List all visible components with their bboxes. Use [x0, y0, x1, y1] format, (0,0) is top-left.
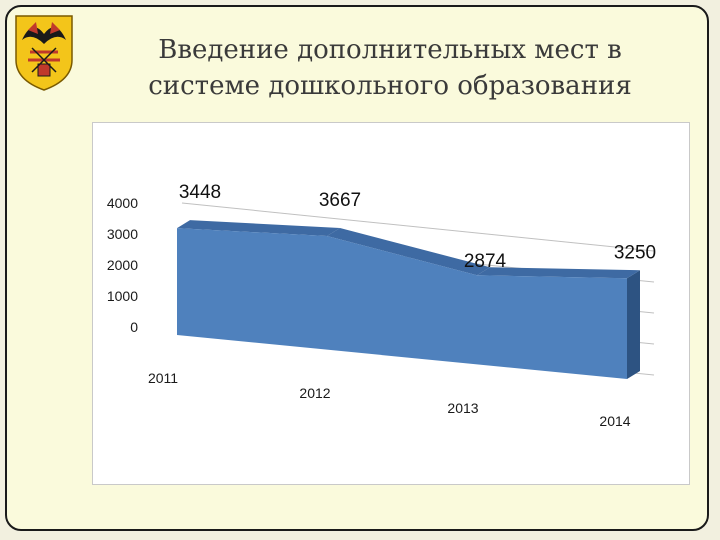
data-label: 3448	[179, 182, 221, 203]
slide-title: Введение дополнительных мест в системе д…	[90, 32, 690, 104]
area-top-face	[327, 227, 490, 276]
title-line-1: Введение дополнительных мест в	[158, 35, 622, 65]
x-tick-label: 2013	[447, 400, 478, 416]
gridline	[181, 202, 655, 252]
x-axis-ticks: 2011 2012 2013 2014	[148, 370, 631, 429]
area-side-face	[627, 270, 640, 379]
y-axis-ticks: 0 1000 2000 3000 4000	[107, 195, 138, 335]
x-tick-label: 2011	[148, 370, 178, 386]
y-tick-label: 0	[130, 319, 138, 335]
x-tick-label: 2014	[599, 413, 630, 429]
y-tick-label: 1000	[107, 288, 138, 304]
area-series	[177, 220, 640, 379]
data-label: 3667	[319, 190, 361, 211]
title-line-2: системе дошкольного образования	[148, 71, 632, 101]
data-label: 2874	[464, 251, 507, 272]
y-tick-label: 2000	[107, 257, 138, 273]
y-tick-label: 4000	[107, 195, 138, 211]
data-label: 3250	[614, 242, 656, 263]
area-top-face	[477, 267, 640, 279]
coat-of-arms-icon	[15, 15, 73, 91]
chart-area: 0 1000 2000 3000 4000 2011 2012 2013 2014 3448 3…	[92, 122, 690, 485]
x-tick-label: 2012	[299, 385, 330, 401]
area-front-face	[177, 228, 627, 379]
y-tick-label: 3000	[107, 226, 138, 242]
data-labels: 3448 3667 2874 3250	[179, 182, 656, 272]
area-top-face	[177, 220, 340, 236]
